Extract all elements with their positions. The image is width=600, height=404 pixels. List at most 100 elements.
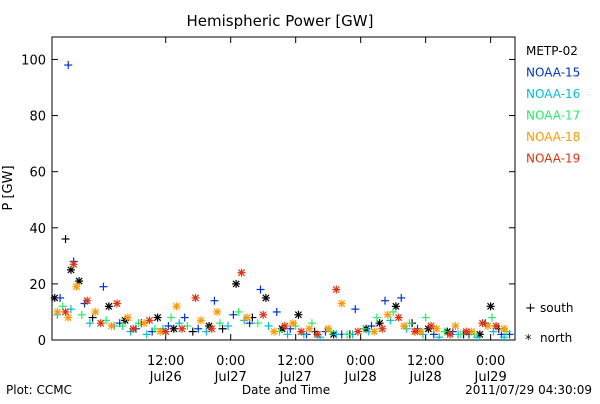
data-point — [123, 313, 132, 322]
data-point — [56, 293, 65, 302]
data-point — [391, 302, 400, 311]
data-point — [270, 327, 279, 336]
x-tick-time: 0:00 — [476, 354, 505, 369]
data-point — [500, 333, 509, 342]
data-point — [332, 330, 341, 339]
data-point — [153, 313, 162, 322]
legend-entry: METP-02 — [526, 44, 578, 58]
data-point — [107, 321, 116, 330]
x-tick-date: Jul29 — [474, 370, 507, 385]
y-tick-label: 100 — [21, 53, 46, 68]
north-label: north — [540, 331, 572, 345]
north-symbol: * — [525, 333, 532, 348]
data-point — [272, 307, 281, 316]
data-point — [416, 327, 425, 336]
data-point — [91, 307, 100, 316]
x-axis-label: Date and Time — [242, 383, 330, 397]
data-point — [61, 307, 70, 316]
data-point — [112, 299, 121, 308]
data-point — [370, 327, 379, 336]
x-tick-time: 12:00 — [407, 354, 444, 369]
data-point — [264, 321, 273, 330]
data-point — [324, 324, 333, 333]
data-point — [427, 321, 436, 330]
data-point — [172, 302, 181, 311]
data-point — [196, 316, 205, 325]
data-point — [410, 327, 419, 336]
data-point — [69, 260, 78, 269]
y-tick-label: 20 — [29, 278, 46, 293]
data-point — [145, 316, 154, 325]
data-point — [383, 310, 392, 319]
x-tick-time: 12:00 — [147, 354, 184, 369]
x-tick-date: Jul28 — [344, 370, 377, 385]
data-point — [259, 310, 268, 319]
data-point — [194, 324, 203, 333]
data-point — [343, 330, 352, 339]
y-axis: 0 20 40 60 80 100 — [21, 53, 515, 349]
data-point — [161, 327, 170, 336]
data-point — [191, 293, 200, 302]
data-point — [500, 324, 509, 333]
data-point — [210, 296, 219, 305]
data-point — [394, 313, 403, 322]
data-point — [353, 327, 362, 336]
data-point — [129, 324, 138, 333]
data-point — [446, 330, 455, 339]
data-point — [451, 321, 460, 330]
data-point — [180, 313, 189, 322]
data-point — [118, 321, 127, 330]
y-tick-label: 40 — [29, 222, 46, 237]
data-point — [337, 299, 346, 308]
data-point — [142, 330, 151, 339]
data-point — [462, 327, 471, 336]
data-points — [50, 61, 514, 342]
data-point — [167, 313, 176, 322]
data-point — [169, 324, 178, 333]
data-point — [242, 313, 251, 322]
x-tick-date: Jul27 — [279, 370, 312, 385]
data-point — [61, 235, 70, 243]
y-tick-label: 0 — [38, 334, 46, 349]
data-point — [188, 327, 197, 336]
data-point — [83, 296, 92, 305]
x-tick-time: 0:00 — [346, 354, 375, 369]
data-point — [399, 321, 408, 330]
legend-entry: NOAA-19 — [526, 152, 580, 166]
data-point — [215, 319, 224, 328]
data-point — [288, 319, 297, 328]
data-point — [234, 307, 243, 316]
data-point — [283, 330, 292, 339]
y-axis-label: P [GW] — [1, 165, 16, 210]
data-point — [99, 282, 108, 291]
data-point — [351, 305, 360, 314]
data-point — [261, 293, 270, 302]
footer-timestamp: 2011/07/29 04:30:09 — [465, 383, 592, 397]
data-point — [397, 293, 406, 302]
data-point — [75, 277, 84, 286]
data-point — [64, 61, 73, 70]
data-point — [207, 324, 216, 333]
data-point — [375, 319, 384, 328]
data-point — [253, 319, 262, 328]
x-tick-time: 12:00 — [277, 354, 314, 369]
x-axis: 12:00Jul260:00Jul2712:00Jul270:00Jul2812… — [147, 37, 507, 385]
data-point — [313, 330, 322, 339]
footer-source: Plot: CCMC — [6, 383, 72, 397]
data-point — [381, 296, 390, 305]
data-point — [77, 310, 86, 319]
x-tick-date: Jul27 — [214, 370, 247, 385]
data-point — [85, 319, 94, 328]
x-tick-time: 0:00 — [216, 354, 245, 369]
data-point — [104, 302, 113, 311]
data-point — [237, 268, 246, 277]
data-point — [435, 333, 444, 342]
plot-frame — [51, 36, 516, 341]
data-point — [140, 319, 149, 328]
data-point — [378, 324, 387, 333]
data-point — [478, 319, 487, 328]
data-point — [229, 310, 238, 319]
data-point — [256, 285, 265, 294]
